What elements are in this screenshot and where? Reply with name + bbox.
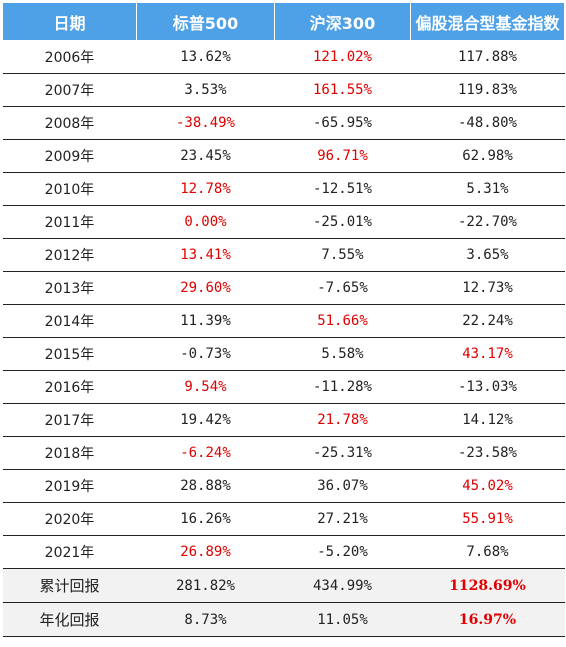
hs300-cell: 96.71% [274,139,411,173]
table-row: 2010年 12.78% -12.51% 5.31% [2,172,565,206]
sp500-cell: 23.45% [136,139,275,173]
mixed-cell: 22.24% [410,304,565,338]
hs300-cell: 161.55% [274,73,411,107]
year-cell: 2010年 [2,172,137,206]
sp500-cell: 16.26% [136,502,275,536]
table-row: 2019年 28.88% 36.07% 45.02% [2,469,565,503]
year-cell: 2006年 [2,40,137,74]
sp500-summary-cell: 8.73% [136,602,275,637]
hs300-cell: 5.58% [274,337,411,371]
summary-label: 累计回报 [2,568,137,603]
sp500-cell: 26.89% [136,535,275,569]
table-row: 2015年 -0.73% 5.58% 43.17% [2,337,565,371]
table-row: 2014年 11.39% 51.66% 22.24% [2,304,565,338]
year-cell: 2009年 [2,139,137,173]
hs300-cell: -25.01% [274,205,411,239]
table-row: 2017年 19.42% 21.78% 14.12% [2,403,565,437]
summary-row: 年化回报 8.73% 11.05% 16.97% [2,602,565,637]
table-row: 2016年 9.54% -11.28% -13.03% [2,370,565,404]
year-cell: 2008年 [2,106,137,140]
sp500-cell: 29.60% [136,271,275,305]
table-row: 2011年 0.00% -25.01% -22.70% [2,205,565,239]
summary-label: 年化回报 [2,602,137,637]
mixed-cell: 119.83% [410,73,565,107]
mixed-cell: -23.58% [410,436,565,470]
sp500-cell: 19.42% [136,403,275,437]
table-body: 2006年 13.62% 121.02% 117.88% 2007年 3.53% 161.5… [2,40,565,637]
mixed-cell: 43.17% [410,337,565,371]
mixed-cell: 12.73% [410,271,565,305]
sp500-cell: -38.49% [136,106,275,140]
hs300-summary-cell: 11.05% [274,602,411,637]
hs300-cell: 21.78% [274,403,411,437]
hs300-cell: 27.21% [274,502,411,536]
year-cell: 2020年 [2,502,137,536]
hs300-cell: -11.28% [274,370,411,404]
year-cell: 2015年 [2,337,137,371]
table-row: 2007年 3.53% 161.55% 119.83% [2,73,565,107]
table-row: 2012年 13.41% 7.55% 3.65% [2,238,565,272]
hs300-cell: -7.65% [274,271,411,305]
year-cell: 2017年 [2,403,137,437]
sp500-summary-cell: 281.82% [136,568,275,603]
mixed-cell: 3.65% [410,238,565,272]
table-row: 2009年 23.45% 96.71% 62.98% [2,139,565,173]
hs300-cell: -12.51% [274,172,411,206]
returns-table: 日期 标普500 沪深300 偏股混合型基金指数 2006年 13.62% 121.… [2,2,565,637]
year-cell: 2021年 [2,535,137,569]
hs300-cell: -5.20% [274,535,411,569]
table-row: 2021年 26.89% -5.20% 7.68% [2,535,565,569]
sp500-cell: 11.39% [136,304,275,338]
hs300-cell: 7.55% [274,238,411,272]
year-cell: 2019年 [2,469,137,503]
sp500-cell: 13.62% [136,40,275,74]
hs300-summary-cell: 434.99% [274,568,411,603]
year-cell: 2018年 [2,436,137,470]
mixed-cell: -48.80% [410,106,565,140]
mixed-cell: 55.91% [410,502,565,536]
year-cell: 2013年 [2,271,137,305]
table-row: 2008年 -38.49% -65.95% -48.80% [2,106,565,140]
hs300-cell: 36.07% [274,469,411,503]
mixed-summary-cell: 1128.69% [410,568,565,603]
table-row: 2020年 16.26% 27.21% 55.91% [2,502,565,536]
table-header: 日期 标普500 沪深300 偏股混合型基金指数 [2,2,565,41]
sp500-cell: 28.88% [136,469,275,503]
mixed-cell: 45.02% [410,469,565,503]
header-date: 日期 [2,2,137,41]
sp500-cell: 13.41% [136,238,275,272]
mixed-cell: 5.31% [410,172,565,206]
hs300-cell: -65.95% [274,106,411,140]
year-cell: 2014年 [2,304,137,338]
sp500-cell: 9.54% [136,370,275,404]
header-mixed-fund-index: 偏股混合型基金指数 [410,2,565,41]
header-row: 日期 标普500 沪深300 偏股混合型基金指数 [2,2,565,41]
header-sp500: 标普500 [136,2,275,41]
year-cell: 2007年 [2,73,137,107]
year-cell: 2016年 [2,370,137,404]
mixed-cell: 117.88% [410,40,565,74]
summary-row: 累计回报 281.82% 434.99% 1128.69% [2,568,565,603]
table-row: 2018年 -6.24% -25.31% -23.58% [2,436,565,470]
table-row: 2013年 29.60% -7.65% 12.73% [2,271,565,305]
mixed-cell: 14.12% [410,403,565,437]
header-hs300: 沪深300 [274,2,411,41]
hs300-cell: 121.02% [274,40,411,74]
year-cell: 2011年 [2,205,137,239]
hs300-cell: 51.66% [274,304,411,338]
mixed-cell: -13.03% [410,370,565,404]
sp500-cell: -0.73% [136,337,275,371]
mixed-cell: 7.68% [410,535,565,569]
mixed-cell: 62.98% [410,139,565,173]
sp500-cell: -6.24% [136,436,275,470]
mixed-cell: -22.70% [410,205,565,239]
hs300-cell: -25.31% [274,436,411,470]
year-cell: 2012年 [2,238,137,272]
table-row: 2006年 13.62% 121.02% 117.88% [2,40,565,74]
mixed-summary-cell: 16.97% [410,602,565,637]
sp500-cell: 3.53% [136,73,275,107]
sp500-cell: 0.00% [136,205,275,239]
sp500-cell: 12.78% [136,172,275,206]
